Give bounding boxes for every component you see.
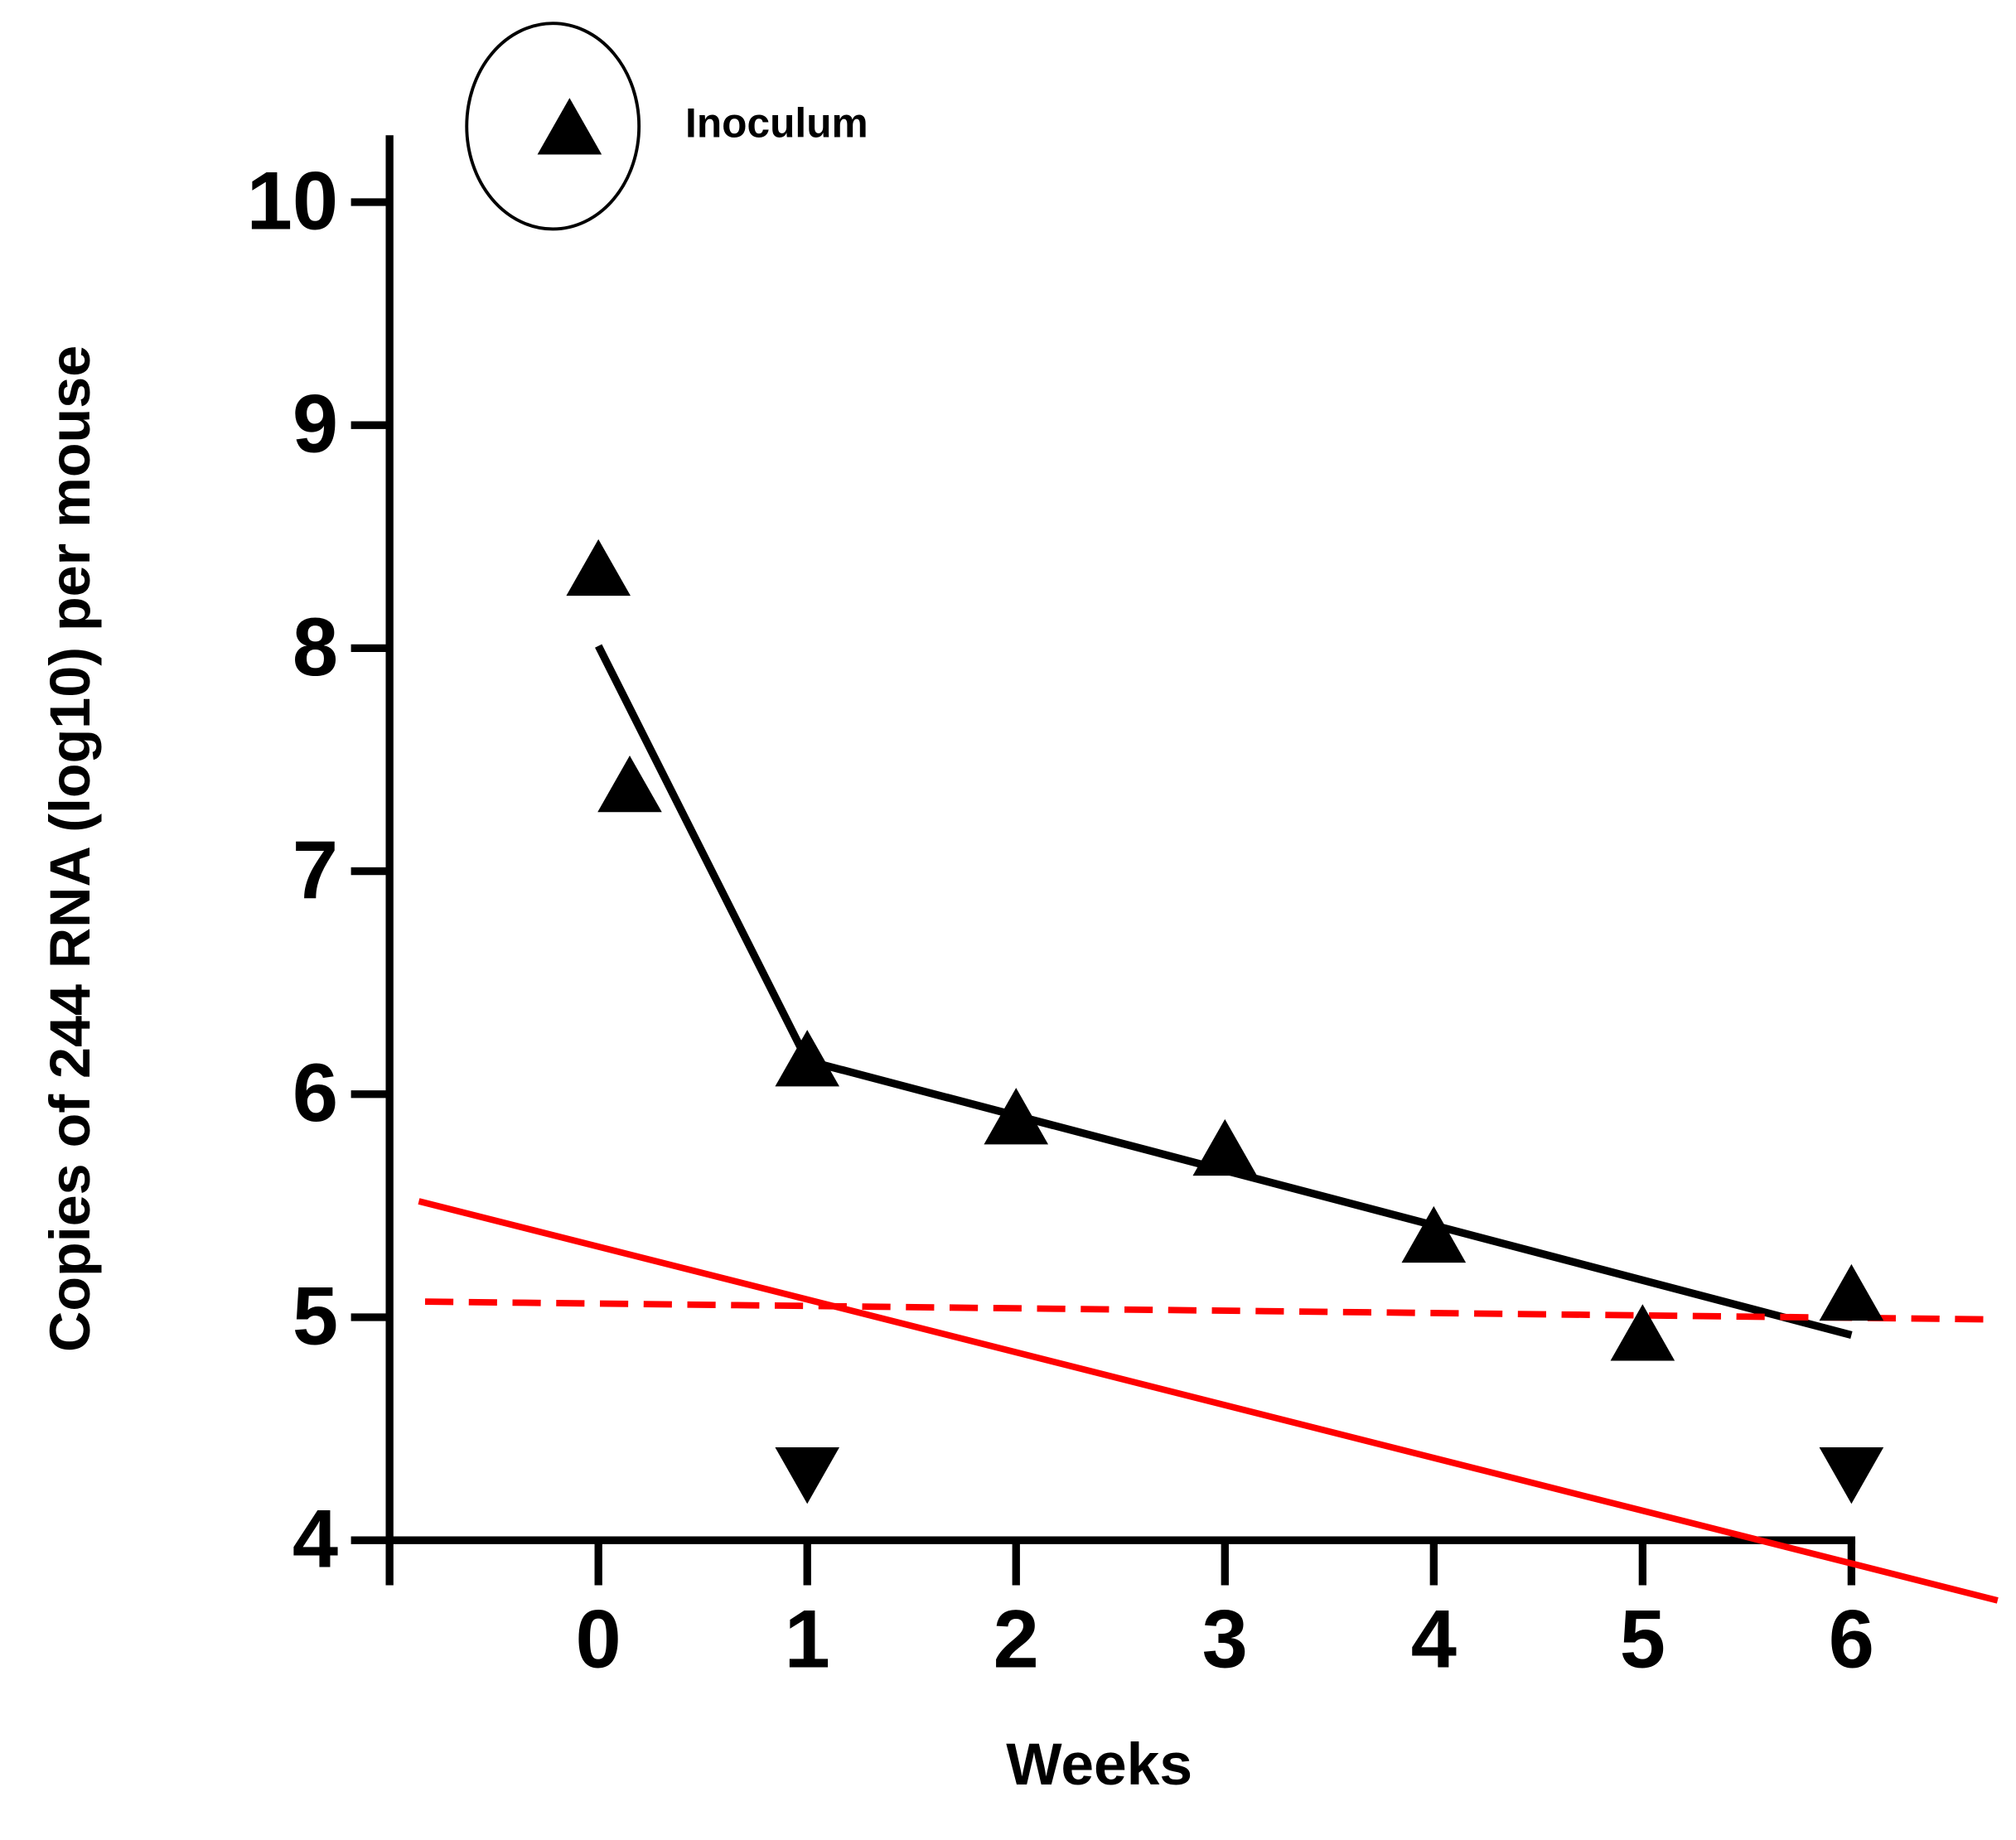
x-tick-label: 5 <box>1620 1594 1665 1686</box>
y-tick-label: 5 <box>292 1270 338 1362</box>
data-point <box>1192 1118 1258 1176</box>
y-tick-label: 4 <box>292 1494 338 1586</box>
data-point <box>1401 1205 1467 1263</box>
x-tick-label: 1 <box>785 1594 830 1686</box>
x-tick-label: 0 <box>576 1594 621 1686</box>
x-tick-label: 6 <box>1829 1594 1874 1686</box>
legend-label: Inoculum <box>685 99 868 146</box>
legend-frame <box>465 22 641 231</box>
data-point <box>566 538 631 596</box>
y-tick-label: 7 <box>292 824 338 916</box>
data-point <box>775 1446 840 1504</box>
data-point <box>1610 1304 1675 1361</box>
legend-symbol <box>537 98 602 155</box>
y-axis-label: Copies of 244 RNA (log10) per mouse <box>39 345 102 1352</box>
x-tick-label: 4 <box>1411 1594 1457 1686</box>
y-tick-label: 10 <box>247 155 338 247</box>
trend-line <box>418 1198 1999 1604</box>
data-point <box>984 1088 1049 1145</box>
y-tick-label: 8 <box>292 601 338 693</box>
x-axis-label: Weeks <box>1006 1731 1192 1798</box>
data-point <box>597 756 662 813</box>
y-tick-label: 6 <box>292 1047 338 1139</box>
x-tick-label: 2 <box>993 1594 1039 1686</box>
data-point <box>775 1030 840 1087</box>
trend-line <box>595 644 1853 1340</box>
data-point <box>1819 1263 1884 1321</box>
y-tick-label: 9 <box>292 379 338 471</box>
x-tick-label: 3 <box>1202 1594 1248 1686</box>
data-point <box>1819 1446 1884 1504</box>
